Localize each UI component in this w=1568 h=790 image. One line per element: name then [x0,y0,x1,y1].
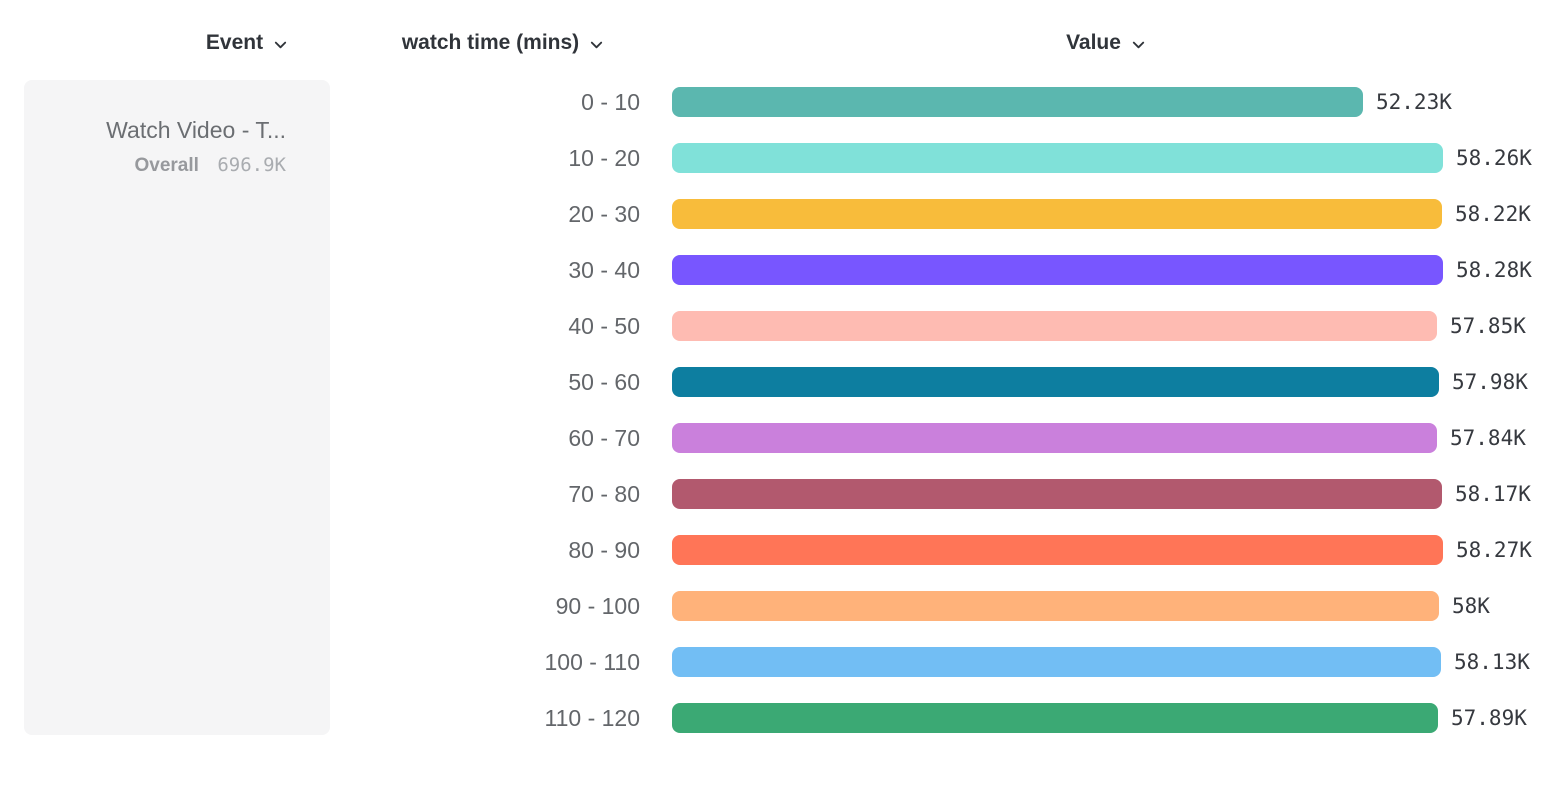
bar-row: 90 - 100 58K [0,578,1568,634]
bar-label: 70 - 80 [568,480,640,507]
bar[interactable] [672,423,1437,453]
bar-value: 58.28K [1456,258,1532,282]
event-card-title: Watch Video - T... [106,117,286,143]
column-header-value[interactable]: Value [1006,28,1206,58]
bar[interactable] [672,311,1437,341]
column-header-event-label: Event [205,31,264,54]
bar-value: 58K [1452,594,1490,618]
bar-value: 57.89K [1451,706,1527,730]
bar-label: 40 - 50 [568,312,640,339]
chevron-down-icon [1131,37,1146,52]
chevron-down-icon [589,37,604,52]
bar-value: 58.27K [1456,538,1532,562]
bar-row: 110 - 120 57.89K [0,690,1568,746]
bar-row: 20 - 30 58.22K [0,186,1568,242]
bar-label: 80 - 90 [568,536,640,563]
bar-row: 0 - 10 52.23K [0,74,1568,130]
bar-rows: 0 - 10 52.23K 10 - 20 58.26K 20 - 30 58.… [0,74,1568,746]
column-header-breakdown[interactable]: watch time (mins) [373,28,633,58]
event-card[interactable]: Watch Video - T... Overall 696.9K [24,80,330,735]
chevron-down-icon [273,37,288,52]
bar-value: 57.98K [1452,370,1528,394]
bar-row: 10 - 20 58.26K [0,130,1568,186]
column-header-event[interactable]: Event [167,28,327,58]
bar-value: 58.13K [1454,650,1530,674]
event-card-overall-value: 696.9K [217,153,286,176]
bar-value: 57.85K [1450,314,1526,338]
bar-label: 0 - 10 [581,88,640,115]
bar[interactable] [672,703,1438,733]
bar-label: 50 - 60 [568,368,640,395]
event-card-overall-label: Overall [134,154,199,176]
bar-label: 100 - 110 [544,648,640,675]
bar-label: 10 - 20 [568,144,640,171]
bar[interactable] [672,255,1443,285]
bar[interactable] [672,87,1363,117]
bar-row: 50 - 60 57.98K [0,354,1568,410]
bar-label: 20 - 30 [568,200,640,227]
bar[interactable] [672,367,1439,397]
bar-row: 60 - 70 57.84K [0,410,1568,466]
bar-label: 60 - 70 [568,424,640,451]
bar-label: 30 - 40 [568,256,640,283]
bar-row: 30 - 40 58.28K [0,242,1568,298]
event-card-overall-row: Overall 696.9K [44,154,286,177]
bar-row: 70 - 80 58.17K [0,466,1568,522]
bar-row: 80 - 90 58.27K [0,522,1568,578]
bar-value: 57.84K [1450,426,1526,450]
bar[interactable] [672,591,1439,621]
bar-value: 58.26K [1456,146,1532,170]
bar-value: 58.22K [1455,202,1531,226]
bar[interactable] [672,479,1442,509]
bar-value: 58.17K [1455,482,1531,506]
bar-value: 52.23K [1376,90,1452,114]
bar[interactable] [672,199,1442,229]
column-header-breakdown-label: watch time (mins) [401,31,580,54]
bar-row: 40 - 50 57.85K [0,298,1568,354]
bar-label: 110 - 120 [544,704,640,731]
bar-label: 90 - 100 [555,592,640,619]
column-header-value-label: Value [1066,31,1121,54]
bar-row: 100 - 110 58.13K [0,634,1568,690]
bar[interactable] [672,647,1441,677]
bar[interactable] [672,535,1443,565]
bar[interactable] [672,143,1443,173]
